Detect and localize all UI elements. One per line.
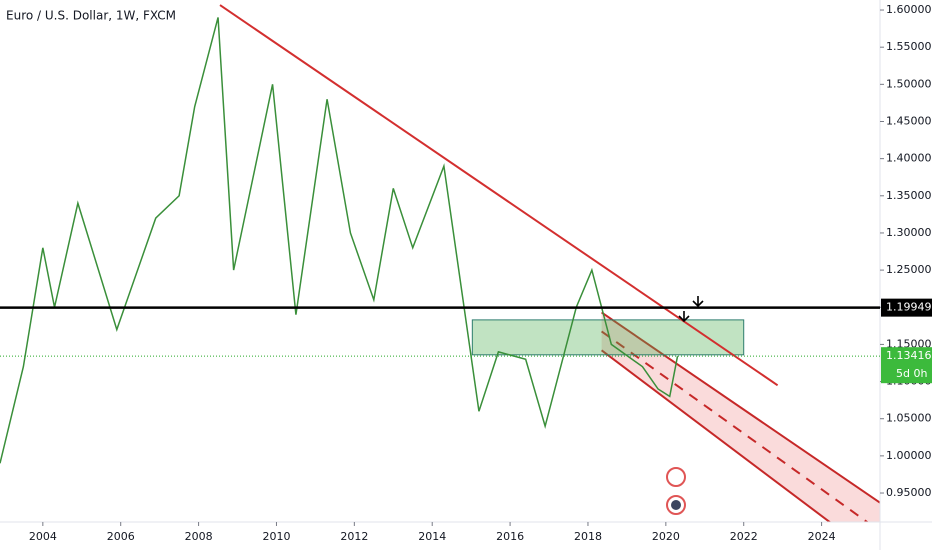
- y-tick-label: 1.50000: [886, 77, 932, 90]
- channel-lower: [600, 349, 832, 522]
- plot-area: [0, 4, 880, 522]
- resistance-label: 1.19949: [886, 301, 932, 314]
- x-tick-label: 2024: [808, 530, 836, 543]
- y-tick-label: 1.60000: [886, 3, 932, 16]
- last-price-box: [881, 347, 932, 384]
- y-tick-label: 1.05000: [886, 412, 932, 425]
- y-tick-label: 1.25000: [886, 263, 932, 276]
- x-tick-label: 2016: [496, 530, 524, 543]
- zone: [471, 319, 745, 356]
- trendline: [219, 4, 779, 387]
- icon[interactable]: [666, 467, 686, 487]
- x-tick-label: 2008: [185, 530, 213, 543]
- arrow: [678, 296, 704, 323]
- x-tick-label: 2004: [29, 530, 57, 543]
- y-tick-label: 1.15000: [886, 337, 932, 350]
- y-tick-label: 1.55000: [886, 40, 932, 53]
- indicator-icons: [666, 467, 686, 515]
- x-tick-label: 2022: [730, 530, 758, 543]
- x-tick-label: 2018: [574, 530, 602, 543]
- channel-mid: [601, 330, 869, 522]
- y-tick-label: 1.40000: [886, 152, 932, 165]
- y-tick-label: 0.95000: [886, 486, 932, 499]
- y-tick-label: 1.45000: [886, 114, 932, 127]
- chart-title: Euro / U.S. Dollar, 1W, FXCM: [6, 9, 176, 23]
- x-tick-label: 2010: [262, 530, 290, 543]
- countdown-label: 5d 0h: [896, 367, 927, 380]
- x-tick-label: 2012: [340, 530, 368, 543]
- channel-fill: [601, 312, 880, 522]
- icon: [671, 500, 681, 510]
- y-tick-label: 1.35000: [886, 189, 932, 202]
- x-tick-label: 2020: [652, 530, 680, 543]
- last-price-label: 1.13416: [886, 349, 932, 362]
- y-tick-label: 1.00000: [886, 449, 932, 462]
- x-tick-label: 2006: [107, 530, 135, 543]
- y-tick-label: 1.30000: [886, 226, 932, 239]
- resistance-label-box: [881, 298, 932, 317]
- x-tick-label: 2014: [418, 530, 446, 543]
- channel-upper: [601, 311, 880, 504]
